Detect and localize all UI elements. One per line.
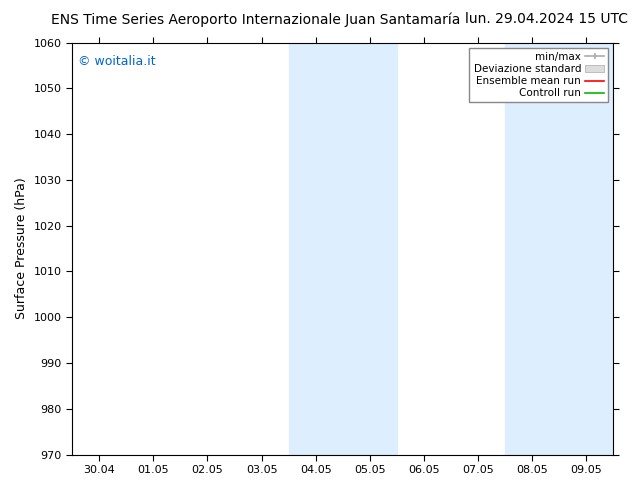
Bar bbox=[288, 43, 397, 455]
Bar bbox=[505, 43, 614, 455]
Text: © woitalia.it: © woitalia.it bbox=[77, 55, 155, 68]
Text: ENS Time Series Aeroporto Internazionale Juan Santamaría: ENS Time Series Aeroporto Internazionale… bbox=[51, 12, 460, 27]
Text: lun. 29.04.2024 15 UTC: lun. 29.04.2024 15 UTC bbox=[465, 12, 628, 26]
Y-axis label: Surface Pressure (hPa): Surface Pressure (hPa) bbox=[15, 178, 28, 319]
Legend: min/max, Deviazione standard, Ensemble mean run, Controll run: min/max, Deviazione standard, Ensemble m… bbox=[470, 48, 608, 102]
